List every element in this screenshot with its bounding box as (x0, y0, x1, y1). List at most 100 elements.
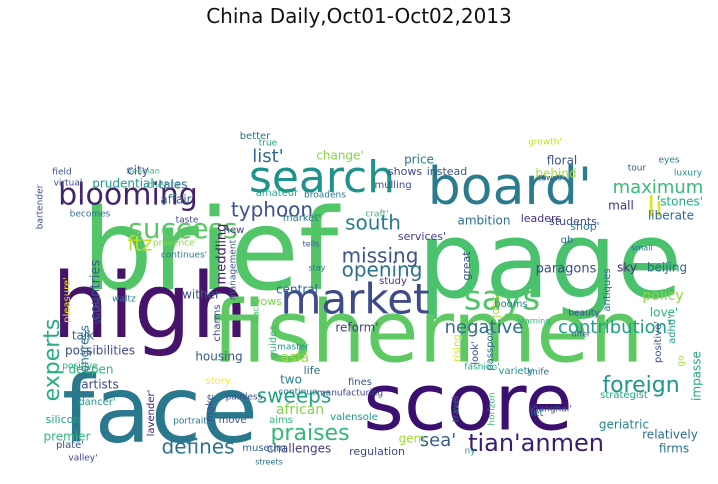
word-cloud-word: liberate (648, 209, 694, 223)
word-cloud-word: brief (82, 186, 341, 316)
word-cloud-word: offer (572, 330, 591, 339)
page-title: China Daily,Oct01-Oct02,2013 (206, 4, 512, 28)
word-cloud-word: gem (399, 432, 426, 446)
word-cloud-word: sea' (420, 430, 456, 451)
word-cloud-word: valensole (330, 412, 378, 423)
word-cloud-word: price (404, 153, 434, 167)
word-cloud-word: fashion' (464, 363, 499, 373)
word-cloud-word: amateur (256, 188, 299, 199)
word-cloud-word: horizon (488, 392, 498, 425)
word-cloud-word: silicon (46, 413, 81, 426)
word-cloud-word: aims (269, 415, 293, 426)
word-cloud-word: firms (659, 442, 689, 456)
word-cloud-word: streets (255, 458, 283, 467)
word-cloud-word: face (62, 356, 258, 463)
word-cloud-word: positive' (653, 321, 664, 363)
word-cloud-word: ny (464, 447, 476, 457)
word-cloud-word: shop' (570, 220, 599, 233)
word-cloud-word: success (128, 212, 238, 245)
word-cloud-word: maximum (613, 177, 704, 198)
word-cloud-word: regulation (349, 445, 405, 458)
word-cloud-word: growth' (528, 138, 562, 148)
word-cloud-word: dancer' (78, 397, 115, 408)
word-cloud-word: variety (499, 366, 534, 377)
word-cloud-word: policy (642, 288, 683, 304)
word-cloud-word: manufacturing (317, 389, 383, 399)
word-cloud-word: african (276, 402, 324, 418)
word-cloud-word: tian'anmen (468, 429, 604, 457)
word-cloud-word: travel (452, 396, 462, 422)
word-cloud-word: 'stones' (657, 195, 703, 209)
word-cloud-word: life (304, 364, 321, 377)
word-cloud-word: blooming (58, 178, 198, 213)
word-cloud-word: paragons (536, 262, 597, 277)
word-cloud-word: fishermen (212, 282, 643, 382)
word-cloud-word: continue (278, 388, 318, 398)
word-cloud-word: prudential (92, 177, 154, 191)
word-cloud-word: instead (427, 165, 468, 178)
word-cloud-word: clients (147, 180, 180, 191)
word-cloud-word: missing (342, 244, 419, 268)
word-cloud-word: shuts (93, 297, 104, 324)
word-cloud-word: opening (342, 258, 423, 282)
word-cloud-word: eyes (658, 156, 679, 166)
word-cloud-word: look' (470, 341, 481, 365)
word-cloud-word: pleasure' (62, 277, 73, 323)
word-cloud-word: guides (268, 325, 279, 358)
word-cloud-word: board' (428, 157, 592, 217)
word-cloud-word: management (229, 239, 239, 300)
word-cloud-word: new (224, 225, 245, 236)
word-cloud-word: fines (348, 377, 372, 388)
word-cloud-word: city (127, 164, 149, 178)
word-cloud-word: continues' (161, 251, 207, 261)
word-cloud-word: positive (62, 362, 98, 372)
word-cloud-word: bartender (36, 184, 46, 229)
word-cloud-word: love' (650, 306, 678, 320)
word-cloud-word: virtual (54, 179, 83, 189)
word-cloud-word: better (240, 131, 271, 142)
word-cloud-word: craft' (365, 210, 388, 220)
word-cloud-word: defines (162, 435, 235, 459)
word-cloud-word: knife (527, 368, 550, 378)
word-cloud-word: great (460, 251, 473, 281)
word-cloud-word: says (464, 279, 540, 319)
word-cloud-word: asia (281, 350, 309, 366)
word-cloud-word: geriatric (599, 418, 649, 432)
word-cloud-word: vows (254, 295, 282, 308)
word-cloud-word: impasse (690, 351, 704, 401)
word-cloud-word: valley' (68, 454, 97, 464)
word-cloud-word: page (418, 199, 683, 322)
word-cloud-word: luxury (674, 169, 703, 179)
word-cloud-word: master (277, 343, 309, 353)
word-cloud-word: search (249, 152, 395, 203)
word-cloud-word: small (631, 244, 652, 253)
word-cloud-word: study (379, 276, 407, 287)
word-cloud-word: reform' (335, 321, 378, 335)
word-cloud-word: housing (195, 350, 242, 364)
word-cloud-word: field (52, 168, 71, 178)
word-cloud-word: taste (176, 216, 199, 226)
word-cloud-word: change' (316, 149, 363, 163)
word-cloud-word: move' (219, 415, 250, 426)
word-cloud-word: back (252, 301, 262, 323)
word-cloud-word: freeman (126, 167, 160, 176)
word-cloud-word: list' (252, 146, 283, 167)
word-cloud-word: li (647, 190, 663, 223)
word-cloud-word: congress (78, 325, 92, 379)
word-cloud-word: tour (628, 164, 647, 174)
word-cloud-word: waltz (112, 295, 136, 305)
word-cloud-word: qb (561, 235, 574, 246)
word-cloud-word: jobs' (489, 292, 502, 319)
word-cloud-word: challenges (267, 442, 331, 456)
word-cloud-word: portrait (173, 417, 207, 427)
word-cloud-word: praises (270, 421, 349, 446)
word-cloud-word: behind (535, 167, 576, 181)
word-cloud-word: strategist (600, 390, 648, 401)
word-cloud-word: two (280, 373, 302, 387)
word-cloud-word: story (205, 376, 230, 387)
word-cloud-word: market' (283, 213, 321, 224)
word-cloud-word: score (363, 358, 573, 448)
word-cloud-word: premier (43, 430, 90, 444)
word-cloud-word: tales (158, 178, 187, 192)
